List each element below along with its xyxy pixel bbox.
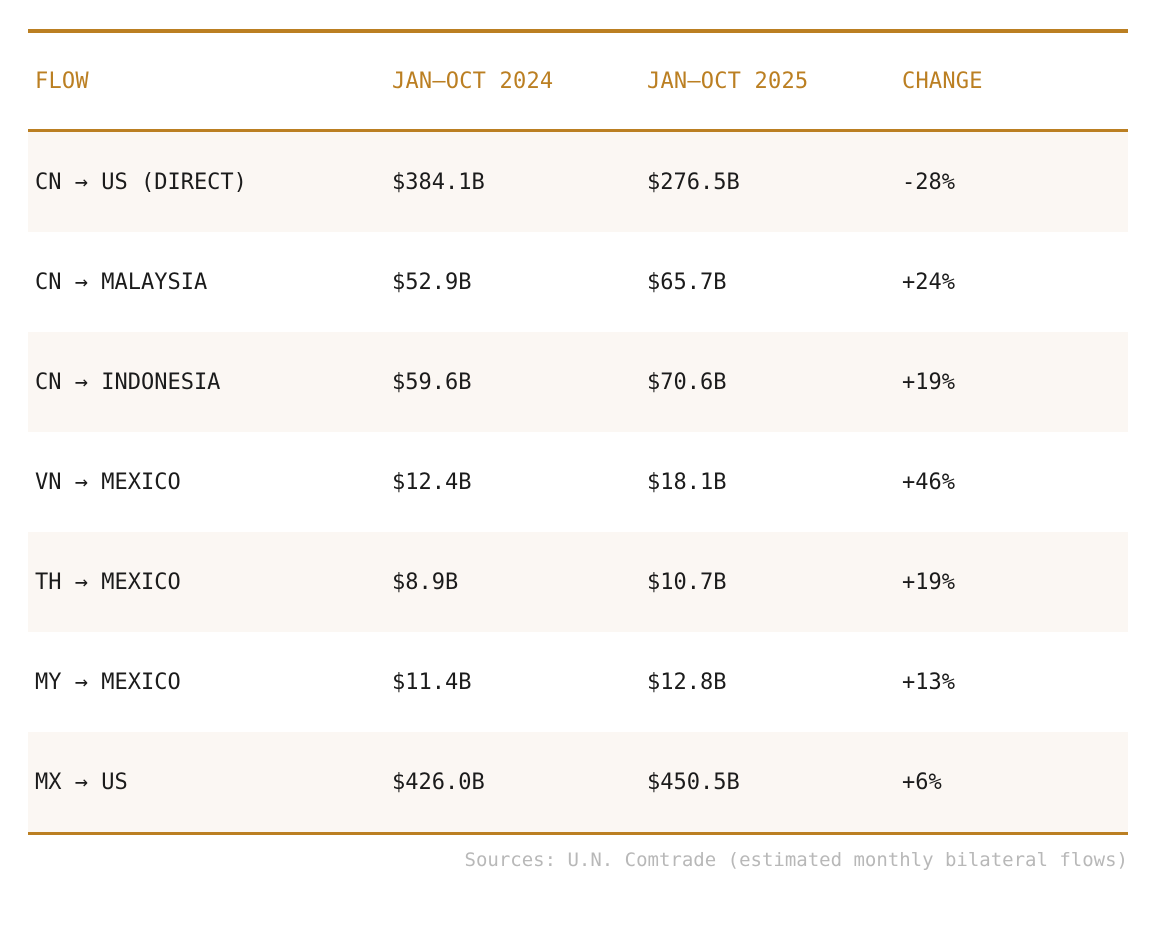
cell-value-2024: $52.9B	[392, 269, 472, 295]
trade-flow-table: FLOW JAN–OCT 2024 JAN–OCT 2025 CHANGE CN…	[28, 29, 1128, 835]
table-row: CN → US (DIRECT) $384.1B $276.5B -28%	[28, 132, 1128, 232]
table-header-row: FLOW JAN–OCT 2024 JAN–OCT 2025 CHANGE	[28, 33, 1128, 129]
table-row: CN → INDONESIA $59.6B $70.6B +19%	[28, 332, 1128, 432]
cell-change: +19%	[902, 369, 955, 395]
cell-value-2024: $11.4B	[392, 669, 472, 695]
table-bottom-rule	[28, 832, 1128, 835]
cell-value-2025: $18.1B	[647, 469, 727, 495]
cell-change: -28%	[902, 169, 955, 195]
header-flow: FLOW	[35, 68, 89, 94]
cell-value-2024: $384.1B	[392, 169, 485, 195]
cell-flow: MY → MEXICO	[35, 669, 181, 695]
cell-value-2025: $450.5B	[647, 769, 740, 795]
cell-value-2024: $12.4B	[392, 469, 472, 495]
header-jan-oct-2025: JAN–OCT 2025	[647, 68, 809, 94]
cell-change: +46%	[902, 469, 955, 495]
cell-flow: MX → US	[35, 769, 128, 795]
source-note: Sources: U.N. Comtrade (estimated monthl…	[464, 849, 1128, 871]
cell-flow: CN → US (DIRECT)	[35, 169, 247, 195]
table-row: MY → MEXICO $11.4B $12.8B +13%	[28, 632, 1128, 732]
cell-value-2024: $8.9B	[392, 569, 459, 595]
table-top-rule	[28, 29, 1128, 33]
cell-value-2025: $12.8B	[647, 669, 727, 695]
cell-flow: VN → MEXICO	[35, 469, 181, 495]
cell-change: +24%	[902, 269, 955, 295]
table-row: TH → MEXICO $8.9B $10.7B +19%	[28, 532, 1128, 632]
cell-change: +19%	[902, 569, 955, 595]
cell-change: +13%	[902, 669, 955, 695]
cell-value-2024: $59.6B	[392, 369, 472, 395]
cell-flow: CN → INDONESIA	[35, 369, 221, 395]
header-divider-rule	[28, 129, 1128, 132]
cell-flow: TH → MEXICO	[35, 569, 181, 595]
cell-value-2025: $65.7B	[647, 269, 727, 295]
header-change: CHANGE	[902, 68, 983, 94]
table-row: CN → MALAYSIA $52.9B $65.7B +24%	[28, 232, 1128, 332]
cell-value-2025: $70.6B	[647, 369, 727, 395]
header-jan-oct-2024: JAN–OCT 2024	[392, 68, 554, 94]
table-row: MX → US $426.0B $450.5B +6%	[28, 732, 1128, 832]
cell-change: +6%	[902, 769, 942, 795]
cell-value-2025: $276.5B	[647, 169, 740, 195]
cell-flow: CN → MALAYSIA	[35, 269, 208, 295]
table-row: VN → MEXICO $12.4B $18.1B +46%	[28, 432, 1128, 532]
cell-value-2024: $426.0B	[392, 769, 485, 795]
cell-value-2025: $10.7B	[647, 569, 727, 595]
